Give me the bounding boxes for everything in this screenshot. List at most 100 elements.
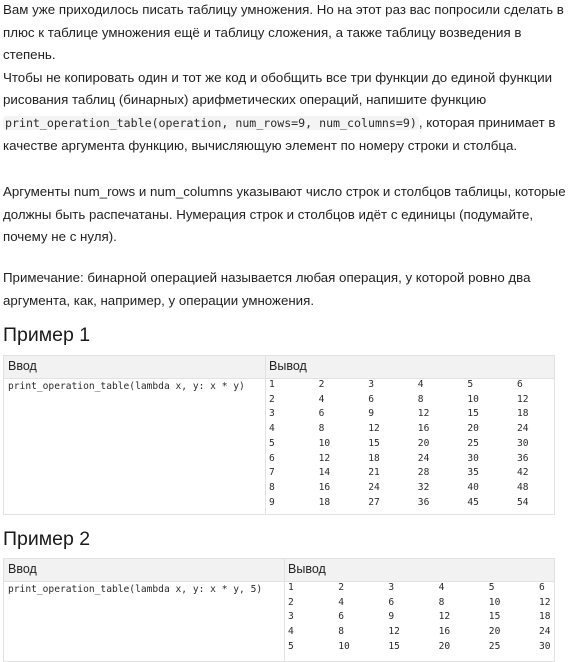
output-cell: 4 (269, 423, 275, 435)
output-cell: 30 (539, 640, 551, 652)
intro-text: Вам уже приходилось писать таблицу умнож… (3, 2, 564, 63)
input-column-header: Ввод (8, 562, 37, 576)
output-cell: 12 (539, 596, 551, 608)
output-cell: 18 (539, 611, 551, 623)
example-2-input-code: print_operation_table(lambda x, y: x * y… (8, 584, 263, 595)
output-cell: 10 (318, 437, 331, 449)
output-cell: 6 (318, 408, 325, 420)
output-cell: 4 (417, 379, 424, 390)
output-cell: 42 (517, 467, 529, 479)
output-cell: 1 (269, 379, 275, 390)
output-cell: 4 (338, 596, 344, 608)
output-column-header: Вывод (288, 562, 326, 576)
output-cell: 30 (517, 437, 529, 449)
output-cell: 20 (488, 626, 501, 638)
input-column-header: Ввод (8, 359, 37, 373)
output-cell: 6 (388, 596, 395, 608)
output-cell: 36 (517, 452, 529, 464)
output-cell: 7 (269, 467, 275, 479)
output-cell: 15 (467, 408, 479, 420)
output-cell: 12 (417, 408, 430, 420)
output-cell: 30 (467, 452, 479, 464)
output-cell: 8 (338, 626, 344, 638)
output-column-header: Вывод (269, 359, 307, 373)
output-cell: 28 (417, 467, 430, 479)
output-cell: 16 (417, 423, 430, 435)
output-cell: 6 (269, 452, 275, 464)
output-cell: 18 (517, 408, 529, 420)
output-cell: 4 (288, 626, 294, 638)
output-cell: 20 (417, 437, 430, 449)
output-cell: 8 (269, 481, 275, 493)
output-cell: 9 (269, 496, 275, 508)
output-cell: 2 (269, 393, 275, 405)
output-cell: 16 (318, 481, 331, 493)
output-cell: 12 (368, 423, 380, 435)
function-signature-code: print_operation_table(operation, num_row… (3, 115, 419, 130)
output-cell: 12 (517, 393, 529, 405)
output-cell: 4 (318, 393, 325, 405)
output-cell: 10 (467, 393, 479, 405)
output-cell: 8 (417, 393, 424, 405)
output-cell: 8 (438, 596, 445, 608)
output-cell: 48 (517, 481, 529, 493)
output-cell: 5 (467, 379, 474, 390)
output-cell: 54 (517, 496, 529, 508)
output-cell: 18 (318, 496, 331, 508)
output-cell: 12 (318, 452, 331, 464)
output-cell: 27 (368, 496, 380, 508)
output-cell: 6 (368, 393, 374, 405)
output-cell: 5 (269, 437, 275, 449)
output-cell: 24 (368, 481, 380, 493)
output-cell: 2 (288, 596, 294, 608)
output-cell: 9 (368, 408, 374, 420)
output-cell: 3 (368, 379, 374, 390)
arguments-paragraph: Аргументы num_rows и num_columns указыва… (3, 184, 566, 245)
output-cell: 10 (338, 640, 350, 652)
output-cell: 3 (269, 408, 275, 420)
output-cell: 2 (338, 582, 344, 593)
output-cell: 3 (288, 611, 294, 623)
output-cell: 12 (438, 611, 451, 623)
output-cell: 6 (517, 379, 523, 390)
intro-text-2: Чтобы не копировать один и тот же код и … (3, 69, 553, 108)
output-cell: 8 (318, 423, 325, 435)
example-2-header-row: Ввод Вывод (4, 559, 554, 582)
output-cell: 25 (488, 640, 501, 652)
output-cell: 15 (368, 437, 380, 449)
example-1-header-row: Ввод Вывод (4, 356, 554, 379)
intro-text-3: , которая принимает в качестве аргумента… (3, 114, 556, 153)
output-cell: 18 (368, 452, 380, 464)
output-cell: 32 (417, 481, 430, 493)
output-cell: 21 (368, 467, 380, 479)
output-cell: 6 (539, 582, 545, 593)
output-cell: 20 (467, 423, 479, 435)
output-cell: 45 (467, 496, 479, 508)
column-divider (284, 559, 285, 661)
output-cell: 4 (438, 582, 445, 593)
output-cell: 9 (388, 611, 395, 623)
output-cell: 40 (467, 481, 479, 493)
output-cell: 14 (318, 467, 331, 479)
output-cell: 35 (467, 467, 479, 479)
intro-paragraph: Вам уже приходилось писать таблицу умнож… (3, 0, 575, 157)
example-2-heading: Пример 2 (3, 528, 91, 550)
example-1-input-code: print_operation_table(lambda x, y: x * y… (8, 381, 245, 392)
output-cell: 24 (517, 423, 529, 435)
example-2-table: Ввод Вывод print_operation_table(lambda … (3, 558, 555, 662)
output-cell: 10 (488, 596, 501, 608)
output-cell: 24 (539, 626, 551, 638)
column-divider (265, 356, 266, 514)
output-cell: 3 (388, 582, 395, 593)
note-paragraph: Примечание: бинарной операцией называетс… (3, 270, 531, 308)
output-cell: 2 (318, 379, 325, 390)
output-cell: 5 (288, 640, 294, 652)
output-cell: 15 (488, 611, 501, 623)
output-cell: 12 (388, 626, 400, 638)
output-cell: 5 (488, 582, 495, 593)
output-cell: 1 (288, 582, 294, 593)
output-cell: 25 (467, 437, 479, 449)
output-cell: 24 (417, 452, 430, 464)
output-cell: 15 (388, 640, 400, 652)
